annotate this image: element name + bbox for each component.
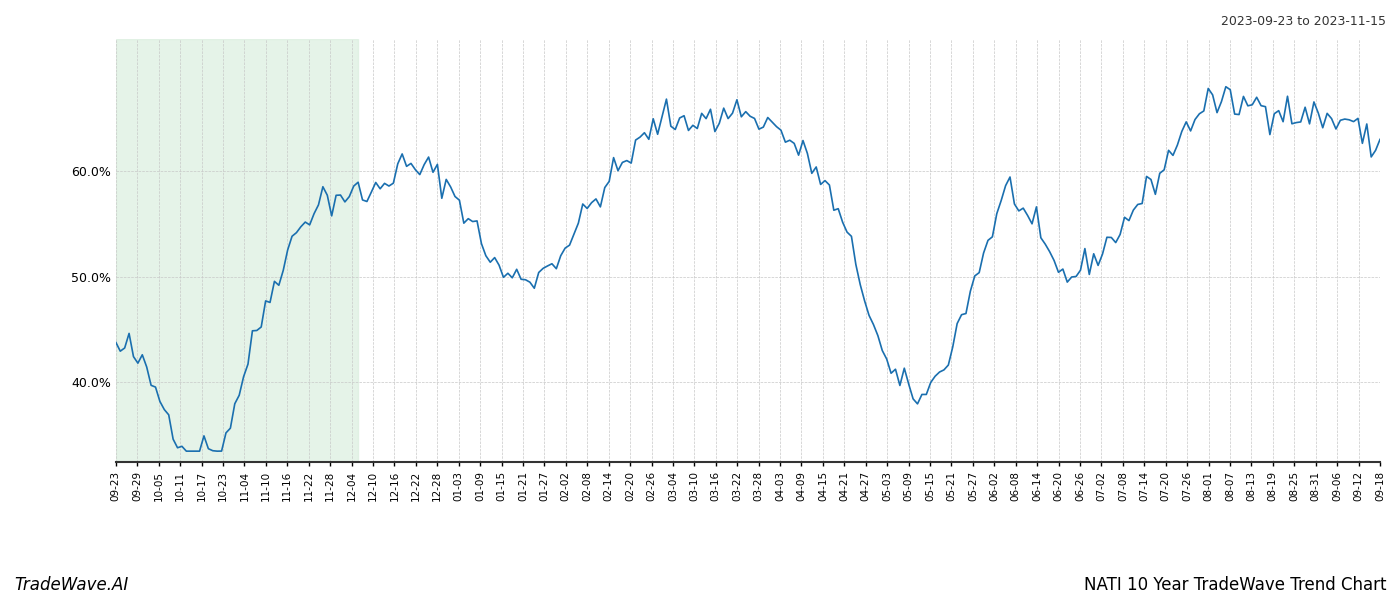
Bar — [116, 39, 358, 462]
Text: NATI 10 Year TradeWave Trend Chart: NATI 10 Year TradeWave Trend Chart — [1084, 576, 1386, 594]
Text: TradeWave.AI: TradeWave.AI — [14, 576, 129, 594]
Text: 2023-09-23 to 2023-11-15: 2023-09-23 to 2023-11-15 — [1221, 15, 1386, 28]
